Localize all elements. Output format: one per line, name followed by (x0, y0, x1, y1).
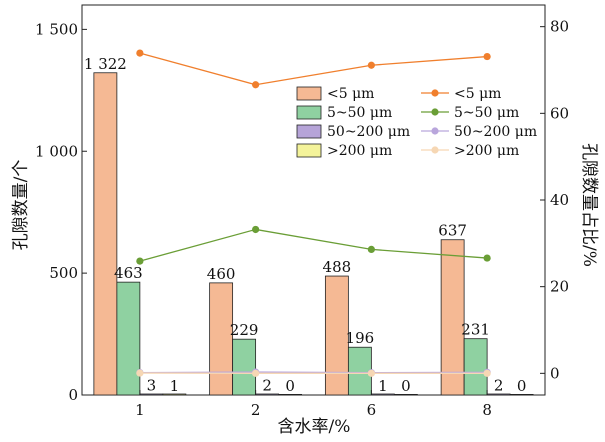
bar-data-label: 3 (147, 376, 157, 394)
x-tick-label: 8 (482, 401, 492, 419)
legend: <5 μm 5~50 μm 50~200 μm >200 μm <5 μm 5~50 μm… (296, 86, 537, 159)
legend-swatch (296, 124, 322, 139)
bar (393, 393, 418, 396)
legend-label: >200 μm (454, 143, 519, 159)
bar (324, 275, 349, 396)
y-left-tick-label: 1 500 (35, 20, 78, 38)
bar (93, 72, 118, 396)
series-line (139, 371, 488, 374)
series-line (139, 52, 488, 86)
bar-data-label: 2 (262, 377, 272, 395)
y-left-tick-label: 500 (49, 264, 78, 282)
bar (463, 338, 488, 396)
bar-data-label: 1 322 (84, 55, 127, 73)
legend-swatch (296, 105, 322, 120)
legend-marker (431, 108, 439, 116)
bar-data-label: 0 (285, 377, 295, 395)
line-point (367, 369, 375, 377)
bar (347, 346, 372, 396)
line-point (483, 52, 491, 61)
legend-marker (431, 89, 439, 97)
line-point (136, 369, 144, 377)
line-point (136, 257, 144, 265)
bar-data-label: 231 (461, 321, 490, 339)
line-point (367, 61, 375, 69)
x-tick-label: 6 (367, 401, 377, 419)
bar-data-label: 1 (378, 377, 388, 395)
bar-data-label: 463 (114, 264, 143, 282)
x-tick-label: 2 (251, 401, 261, 419)
line-point (483, 369, 491, 377)
legend-swatch (296, 86, 322, 101)
y-left-tick-label: 1 000 (35, 142, 78, 160)
legend-label: 50~200 μm (454, 124, 537, 140)
y-right-tick-label: 60 (550, 104, 569, 122)
line-point (252, 369, 260, 377)
y-right-tick-label: 80 (550, 18, 569, 36)
legend-marker (431, 146, 439, 154)
y-axis-left-title: 孔隙数量/个 (11, 160, 31, 251)
bar (232, 338, 257, 396)
series-line (139, 228, 488, 262)
bar-data-label: 0 (517, 377, 527, 395)
bar-data-label: 196 (346, 329, 375, 347)
bars (93, 72, 534, 396)
legend-label: >200 μm (327, 143, 392, 159)
bar (509, 393, 534, 396)
y-right-tick-label: 20 (550, 278, 569, 296)
y-axis-right-title: 孔隙数量占比/% (579, 143, 599, 267)
line-point (252, 81, 260, 89)
bar-data-label: 0 (401, 377, 411, 395)
line-point (136, 49, 144, 57)
x-axis-title: 含水率/% (278, 417, 351, 437)
bar-data-label: 460 (207, 265, 236, 283)
bar-data-label: 1 (170, 377, 180, 395)
legend-label: 5~50 μm (327, 105, 392, 121)
bar (278, 393, 303, 396)
legend-label: 5~50 μm (454, 105, 519, 121)
bar-data-label: 637 (438, 222, 467, 240)
line-point (367, 245, 375, 253)
lines (136, 49, 491, 377)
bar-data-label: 488 (323, 258, 352, 276)
legend-marker (431, 127, 439, 135)
bar (440, 239, 465, 396)
bar (162, 393, 187, 396)
legend-label: <5 μm (327, 86, 374, 102)
y-right-tick-label: 0 (550, 364, 560, 382)
y-right-tick-label: 40 (550, 191, 569, 209)
line-point (252, 225, 260, 234)
legend-label: 50~200 μm (327, 124, 410, 140)
bar-data-label: 2 (494, 377, 504, 395)
x-tick-label: 1 (135, 401, 145, 419)
bar (116, 281, 141, 396)
y-left-tick-label: 0 (68, 386, 78, 404)
bar-data-label: 229 (230, 321, 259, 339)
legend-swatch (296, 143, 322, 158)
legend-label: <5 μm (454, 86, 501, 102)
line-point (483, 254, 491, 262)
